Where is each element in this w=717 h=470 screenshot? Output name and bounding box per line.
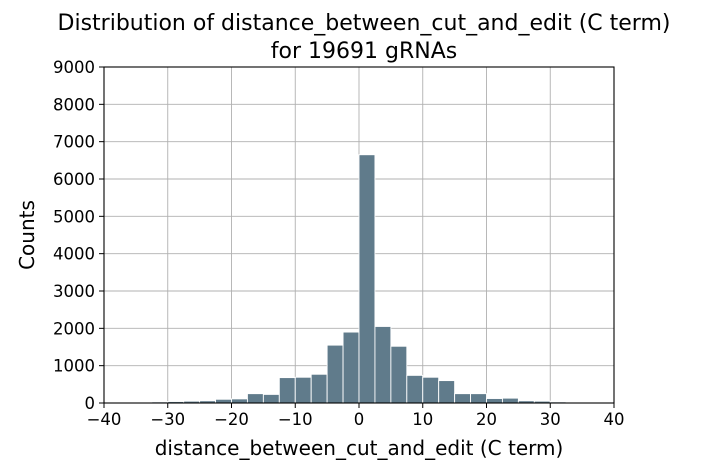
histogram-bar xyxy=(406,374,424,404)
histogram-bar xyxy=(501,397,519,404)
y-tick-label: 8000 xyxy=(53,95,95,114)
x-tick-label: −40 xyxy=(87,410,122,429)
x-tick-label: −20 xyxy=(214,410,249,429)
histogram-bar xyxy=(294,376,312,404)
histogram-bar xyxy=(342,331,360,404)
x-tick-label: 20 xyxy=(476,410,497,429)
histogram-bar xyxy=(246,393,264,404)
histogram-bar xyxy=(310,373,328,404)
x-axis-ticks: −40 −30 −20 −10 0 10 20 30 40 xyxy=(87,403,625,429)
histogram-bar xyxy=(231,398,248,404)
x-tick-label: −30 xyxy=(150,410,185,429)
histogram-bar xyxy=(215,398,232,404)
histogram-bar xyxy=(486,398,503,404)
histogram-bar xyxy=(374,326,392,404)
y-tick-label: 5000 xyxy=(53,207,95,226)
histogram-bar xyxy=(278,377,296,404)
x-tick-label: 30 xyxy=(540,410,561,429)
x-tick-label: 0 xyxy=(354,410,365,429)
histogram-bar xyxy=(470,393,487,404)
y-tick-label: 6000 xyxy=(53,170,95,189)
histogram-bar xyxy=(262,393,280,404)
x-tick-label: 10 xyxy=(412,410,433,429)
y-tick-label: 9000 xyxy=(53,58,95,77)
y-tick-label: 3000 xyxy=(53,282,95,301)
x-tick-label: 40 xyxy=(604,410,625,429)
y-tick-label: 7000 xyxy=(53,133,95,152)
y-axis-ticks: 0 1000 2000 3000 4000 5000 6000 7000 8000 9000 xyxy=(53,58,104,413)
chart-title-line2: for 19691 gRNAs xyxy=(271,39,457,64)
y-tick-label: 1000 xyxy=(53,357,95,376)
histogram-bar xyxy=(454,393,472,404)
y-tick-label: 2000 xyxy=(53,319,95,338)
y-axis-label: Counts xyxy=(15,200,39,270)
histogram-bar xyxy=(326,344,344,404)
y-tick-label: 0 xyxy=(85,394,96,413)
histogram-bar xyxy=(390,345,408,404)
histogram-bar xyxy=(422,376,440,404)
x-axis-label: distance_between_cut_and_edit (C term) xyxy=(155,436,564,460)
y-tick-label: 4000 xyxy=(53,245,95,264)
chart-title-line1: Distribution of distance_between_cut_and… xyxy=(58,11,671,36)
histogram-bar xyxy=(438,380,456,404)
histogram-bar xyxy=(358,154,376,404)
x-tick-label: −10 xyxy=(278,410,313,429)
